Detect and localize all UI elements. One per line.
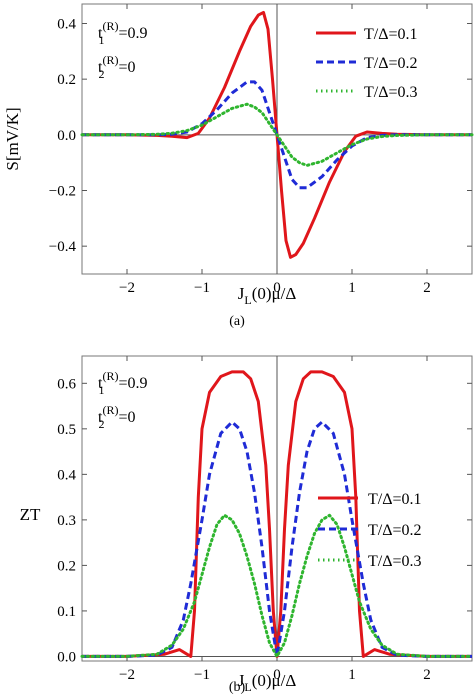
legend-label: T/Δ=0.3: [364, 84, 418, 101]
y-axis-label: ZT: [20, 505, 41, 524]
x-tick-label: −1: [194, 280, 210, 296]
y-tick-label: −0.4: [49, 239, 77, 255]
x-tick-label: 2: [423, 667, 431, 683]
y-tick-label: −0.2: [49, 183, 76, 199]
chart-panel-a: −2 −1 0 1 2 −0.4 −0.2 0.0 0.2 0.4 T/Δ=0.1 T/Δ=0.2 T/…: [3, 3, 474, 329]
y-tick-label: 0.1: [57, 604, 76, 620]
x-tick-label: 2: [423, 280, 431, 296]
x-tick-label: 0: [273, 667, 281, 683]
y-axis-label: S[mV/K]: [3, 107, 22, 170]
panel-caption: (b): [229, 680, 246, 695]
legend-label: T/Δ=0.1: [368, 491, 422, 508]
legend-label: T/Δ=0.3: [368, 553, 422, 570]
x-tick-label: −1: [194, 667, 210, 683]
y-tick-label: 0.5: [57, 422, 76, 438]
y-tick-label: 0.6: [57, 376, 76, 392]
x-tick-label: −2: [119, 280, 135, 296]
x-tick-label: 1: [348, 667, 356, 683]
parameter-annotation: t(R) 2 =0: [98, 53, 135, 81]
x-tick-label: 0: [273, 280, 281, 296]
legend-label: T/Δ=0.2: [368, 522, 422, 539]
legend-label: T/Δ=0.2: [364, 55, 418, 72]
parameter-annotation: t(R) 1 =0.9: [98, 369, 147, 397]
series-line: [80, 513, 474, 658]
y-tick-label: 0.2: [57, 558, 76, 574]
panel-caption: (a): [229, 314, 245, 329]
x-tick-label: −2: [119, 667, 135, 683]
y-tick-label: 0.0: [57, 649, 76, 665]
legend-label: T/Δ=0.1: [364, 26, 418, 43]
chart-panel-b: −2 −1 0 1 2 0.0 0.1 0.2 0.3 0.4 0.5 0.6 T/Δ=0.1 T/Δ=0…: [20, 355, 474, 695]
y-tick-label: 0.3: [57, 513, 76, 529]
x-axis-label: JL(0)μ/Δ: [238, 671, 297, 694]
series-line: [82, 420, 472, 658]
y-tick-label: 0.0: [57, 128, 76, 144]
parameter-annotation: t(R) 2 =0: [98, 403, 135, 431]
y-tick-label: 0.4: [57, 16, 76, 32]
y-tick-label: 0.4: [57, 467, 76, 483]
series-line: [80, 102, 474, 167]
x-tick-label: 1: [348, 280, 356, 296]
parameter-annotation: t(R) 1 =0.9: [98, 19, 147, 47]
x-axis-label: JL(0)μ/Δ: [238, 284, 297, 307]
y-tick-label: 0.2: [57, 72, 76, 88]
